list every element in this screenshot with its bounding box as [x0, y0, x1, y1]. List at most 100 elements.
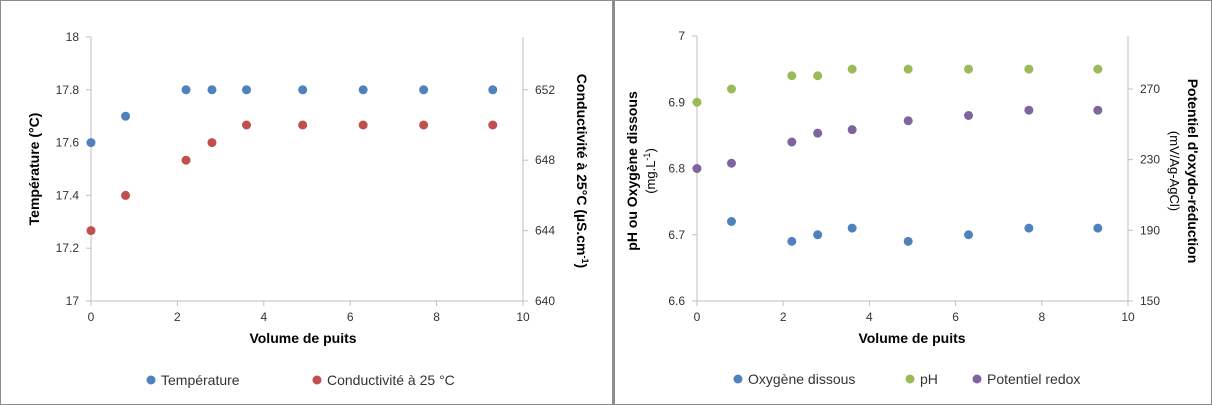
left-point-conductivit-25-c	[419, 120, 429, 130]
left-legend: Température Conductivité à 25 °C	[146, 372, 455, 388]
right-legend-marker-oxyg-ne-dissous	[733, 374, 743, 384]
right-point-ph	[787, 71, 797, 81]
left-y-tick-label: 17.4	[56, 188, 80, 202]
right-y-tick-label: 7	[678, 29, 685, 43]
chart-right: 0 2 4 6 8 10 6.6 6.7 6.8 6.9 7 150 190 230 270 Volume …	[624, 29, 1201, 387]
right-y-axis-subtitle: (mg.L-1)	[642, 148, 658, 194]
right-point-ph	[1093, 64, 1103, 74]
left-point-temp-rature	[207, 85, 217, 95]
left-y2-axis-title: Conductivité à 25°C (µS.cm-1)	[574, 74, 590, 268]
left-y2-tick-label: 644	[535, 224, 555, 238]
right-point-ph	[964, 64, 974, 74]
left-y-axis-title: Température (°C)	[26, 113, 42, 226]
right-point-oxyg-ne-dissous	[1093, 223, 1103, 233]
right-point-oxyg-ne-dissous	[847, 223, 857, 233]
left-y-tick-label: 17	[66, 294, 80, 308]
right-point-potentiel-redox	[726, 158, 736, 168]
right-y-tick-label: 6.6	[668, 294, 685, 308]
right-point-ph	[813, 71, 823, 81]
left-x-tick-label: 6	[347, 310, 354, 324]
left-point-temp-rature	[181, 85, 191, 95]
left-point-temp-rature	[121, 111, 131, 121]
right-y-tick-label: 6.7	[668, 228, 685, 242]
left-points	[86, 85, 498, 236]
right-point-potentiel-redox	[903, 116, 913, 126]
right-point-ph	[847, 64, 857, 74]
right-point-ph	[726, 84, 736, 94]
left-x-tick-label: 2	[174, 310, 181, 324]
left-point-conductivit-25-c	[207, 138, 217, 148]
left-point-temp-rature	[358, 85, 368, 95]
left-x-axis-title: Volume de puits	[249, 330, 356, 346]
chart-right-panel: 0 2 4 6 8 10 6.6 6.7 6.8 6.9 7 150 190 230 270 Volume …	[613, 0, 1212, 405]
right-point-oxyg-ne-dissous	[813, 230, 823, 240]
right-point-oxyg-ne-dissous	[964, 230, 974, 240]
left-legend-label-temp-rature: Température	[161, 372, 240, 388]
right-legend: Oxygène dissous pH Potentiel redox	[733, 371, 1080, 387]
right-point-potentiel-redox	[964, 111, 974, 120]
right-y2-tick-label: 190	[1140, 223, 1160, 237]
right-y2-tick-label: 270	[1140, 82, 1160, 96]
right-x-tick-label: 6	[952, 310, 959, 324]
left-point-temp-rature	[242, 85, 252, 95]
right-point-potentiel-redox	[1093, 105, 1103, 115]
left-x-tick-label: 10	[516, 310, 530, 324]
left-y-tick-label: 17.2	[56, 241, 80, 255]
left-point-temp-rature	[419, 85, 429, 95]
right-y2-axis-title: Potentiel d'oxydo-réduction	[1185, 79, 1201, 264]
right-point-oxyg-ne-dissous	[787, 236, 797, 246]
right-x-tick-label: 4	[866, 310, 873, 324]
right-point-potentiel-redox	[813, 128, 823, 138]
right-legend-label-oxyg-ne-dissous: Oxygène dissous	[748, 371, 855, 387]
left-point-temp-rature	[298, 85, 308, 95]
left-x-tick-label: 8	[433, 310, 440, 324]
right-point-oxyg-ne-dissous	[903, 236, 913, 246]
left-y2-tick-label: 652	[535, 83, 555, 97]
right-point-oxyg-ne-dissous	[1024, 223, 1034, 233]
left-point-conductivit-25-c	[121, 190, 131, 200]
right-y2-axis-subtitle: (mV/Ag-AgCl)	[1167, 131, 1182, 211]
chart-left: 0 2 4 6 8 101717.217.417.617.818640644648652 …	[26, 30, 590, 388]
left-point-conductivit-25-c	[242, 120, 252, 130]
left-point-conductivit-25-c	[488, 120, 498, 130]
right-legend-label-ph: pH	[920, 371, 938, 387]
right-x-tick-label: 8	[1038, 310, 1045, 324]
left-point-temp-rature	[86, 138, 96, 148]
right-x-axis-title: Volume de puits	[858, 330, 965, 346]
left-legend-marker-temp-rature	[146, 375, 156, 385]
right-axes: 0 2 4 6 8 10 6.6 6.7 6.8 6.9 7 150 190 230 270	[668, 29, 1160, 324]
left-y2-tick-label: 640	[535, 294, 555, 308]
right-y-axis-title: pH ou Oxygène dissous	[624, 91, 640, 251]
left-point-conductivit-25-c	[358, 120, 368, 130]
right-point-potentiel-redox	[787, 137, 797, 147]
right-point-ph	[1024, 64, 1034, 74]
right-y2-tick-label: 150	[1140, 294, 1160, 308]
left-legend-marker-conductivit-25-c	[312, 375, 322, 385]
left-y-tick-label: 18	[66, 30, 80, 44]
right-points	[692, 64, 1103, 246]
right-legend-marker-potentiel-redox	[972, 374, 982, 384]
left-x-tick-label: 0	[88, 310, 95, 324]
left-point-conductivit-25-c	[86, 226, 96, 236]
right-y-tick-label: 6.8	[668, 162, 685, 176]
left-point-conductivit-25-c	[298, 120, 308, 130]
chart-left-panel: 0 2 4 6 8 10 17 17.2 17.4 17.6 17.8 18 640 644 648 652 …	[0, 0, 613, 405]
right-point-potentiel-redox	[692, 164, 702, 173]
right-x-tick-label: 0	[694, 310, 701, 324]
right-y-tick-label: 6.9	[668, 95, 685, 109]
right-x-tick-label: 10	[1121, 310, 1135, 324]
left-point-conductivit-25-c	[181, 155, 191, 165]
right-legend-label-potentiel-redox: Potentiel redox	[987, 371, 1080, 387]
right-x-tick-label: 2	[780, 310, 787, 324]
right-y2-tick-label: 230	[1140, 153, 1160, 167]
right-point-ph	[692, 97, 702, 107]
left-x-tick-label: 4	[260, 310, 267, 324]
right-point-oxyg-ne-dissous	[726, 217, 736, 226]
left-legend-label-conductivit-25-c: Conductivité à 25 °C	[327, 372, 455, 388]
right-legend-marker-ph	[905, 374, 915, 384]
left-point-temp-rature	[488, 85, 498, 95]
right-point-potentiel-redox	[1024, 105, 1034, 115]
left-axes: 0 2 4 6 8 10 17 17.2 17.4 17.6 17.8 18 640 644 648 652	[56, 30, 556, 324]
left-y-tick-label: 17.8	[56, 83, 80, 97]
left-y2-tick-label: 648	[535, 153, 555, 167]
